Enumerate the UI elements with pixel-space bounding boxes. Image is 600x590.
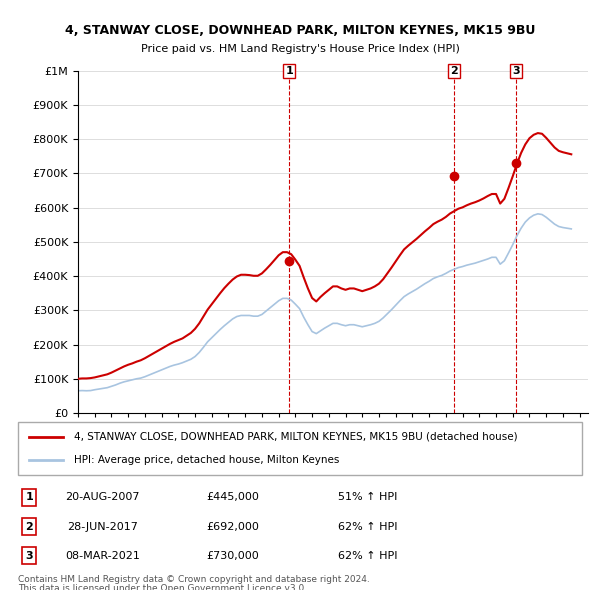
Text: 08-MAR-2021: 08-MAR-2021 [65,551,140,560]
Text: 4, STANWAY CLOSE, DOWNHEAD PARK, MILTON KEYNES, MK15 9BU: 4, STANWAY CLOSE, DOWNHEAD PARK, MILTON … [65,24,535,37]
Text: Price paid vs. HM Land Registry's House Price Index (HPI): Price paid vs. HM Land Registry's House … [140,44,460,54]
Text: This data is licensed under the Open Government Licence v3.0.: This data is licensed under the Open Gov… [18,584,307,590]
Text: 3: 3 [512,66,520,76]
Text: £730,000: £730,000 [206,551,259,560]
Text: 1: 1 [25,493,33,502]
Text: Contains HM Land Registry data © Crown copyright and database right 2024.: Contains HM Land Registry data © Crown c… [18,575,370,584]
Text: 2: 2 [450,66,458,76]
Text: £692,000: £692,000 [206,522,259,532]
Text: 4, STANWAY CLOSE, DOWNHEAD PARK, MILTON KEYNES, MK15 9BU (detached house): 4, STANWAY CLOSE, DOWNHEAD PARK, MILTON … [74,432,518,442]
Text: 1: 1 [286,66,293,76]
Text: 3: 3 [25,551,33,560]
Text: 62% ↑ HPI: 62% ↑ HPI [338,522,397,532]
Text: 20-AUG-2007: 20-AUG-2007 [65,493,140,502]
Text: 51% ↑ HPI: 51% ↑ HPI [338,493,397,502]
Text: 2: 2 [25,522,33,532]
FancyBboxPatch shape [18,422,582,475]
Text: 28-JUN-2017: 28-JUN-2017 [67,522,138,532]
Text: 62% ↑ HPI: 62% ↑ HPI [338,551,397,560]
Text: HPI: Average price, detached house, Milton Keynes: HPI: Average price, detached house, Milt… [74,455,340,465]
Text: £445,000: £445,000 [206,493,259,502]
